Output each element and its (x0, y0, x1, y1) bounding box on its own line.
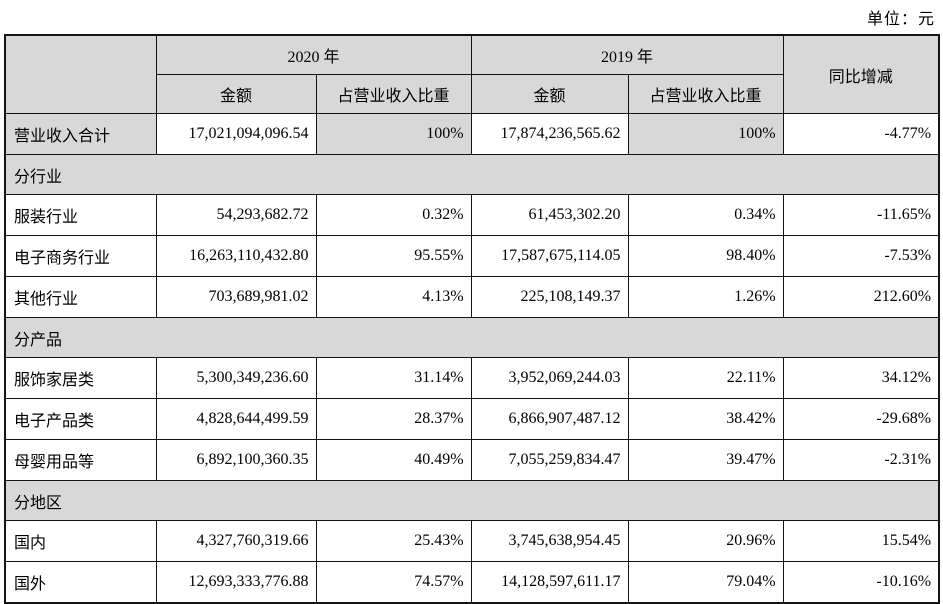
row-total-revenue: 营业收入合计 17,021,094,096.54 100% 17,874,236… (4, 113, 940, 155)
amount-2020-cell: 54,293,682.72 (155, 194, 317, 236)
amount-2019-cell: 3,952,069,244.03 (470, 357, 629, 399)
section-label: 分产品 (4, 317, 940, 358)
proportion-2020-cell: 40.49% (315, 439, 472, 481)
amount-2019-cell: 6,866,907,487.12 (470, 398, 629, 440)
row-electronic-products: 电子产品类 4,828,644,499.59 28.37% 6,866,907,… (4, 398, 940, 440)
col-header-yoy: 同比增减 (782, 34, 940, 114)
label-cell: 国内 (4, 520, 157, 562)
proportion-2019-cell: 38.42% (627, 398, 784, 440)
amount-2019-cell: 7,055,259,834.47 (470, 439, 629, 481)
amount-2019-cell: 17,587,675,114.05 (470, 235, 629, 277)
amount-2020-cell: 5,300,349,236.60 (155, 357, 317, 399)
col-header-proportion-2019: 占营业收入比重 (627, 74, 784, 114)
amount-2019-cell: 17,874,236,565.62 (470, 113, 629, 155)
proportion-2020-cell: 100% (315, 113, 472, 155)
proportion-2019-cell: 79.04% (627, 561, 784, 604)
amount-2019-cell: 3,745,638,954.45 (470, 520, 629, 562)
yoy-cell: -11.65% (782, 194, 940, 236)
label-cell: 电子产品类 (4, 398, 157, 440)
header-row-measures: 金额 占营业收入比重 金额 占营业收入比重 (5, 74, 939, 114)
proportion-2020-cell: 25.43% (315, 520, 472, 562)
row-overseas: 国外 12,693,333,776.88 74.57% 14,128,597,6… (4, 561, 940, 604)
label-cell: 服装行业 (4, 194, 157, 236)
label-cell: 服饰家居类 (4, 357, 157, 399)
amount-2019-cell: 61,453,302.20 (470, 194, 629, 236)
row-mother-baby-products: 母婴用品等 6,892,100,360.35 40.49% 7,055,259,… (4, 439, 940, 481)
amount-2019-cell: 225,108,149.37 (470, 276, 629, 318)
yoy-cell: -10.16% (782, 561, 940, 604)
label-cell: 母婴用品等 (4, 439, 157, 481)
yoy-cell: -4.77% (782, 113, 940, 155)
revenue-breakdown-table: 2020 年 2019 年 同比增减 金额 占营业收入比重 金额 占营业收入比重… (4, 34, 941, 604)
col-header-2020: 2020 年 (155, 34, 472, 75)
row-ecommerce-industry: 电子商务行业 16,263,110,432.80 95.55% 17,587,6… (4, 235, 940, 277)
proportion-2019-cell: 20.96% (627, 520, 784, 562)
section-by-region: 分地区 (4, 480, 940, 521)
amount-2020-cell: 17,021,094,096.54 (155, 113, 317, 155)
proportion-2020-cell: 31.14% (315, 357, 472, 399)
proportion-2019-cell: 100% (627, 113, 784, 155)
proportion-2020-cell: 0.32% (315, 194, 472, 236)
corner-empty-cell (4, 34, 157, 114)
proportion-2019-cell: 22.11% (627, 357, 784, 399)
col-header-amount-2020: 金额 (155, 74, 317, 114)
label-cell: 国外 (4, 561, 157, 604)
section-by-product: 分产品 (4, 317, 940, 358)
proportion-2020-cell: 95.55% (315, 235, 472, 277)
proportion-2020-cell: 28.37% (315, 398, 472, 440)
proportion-2019-cell: 0.34% (627, 194, 784, 236)
col-header-2019: 2019 年 (470, 34, 784, 75)
amount-2020-cell: 6,892,100,360.35 (155, 439, 317, 481)
proportion-2020-cell: 74.57% (315, 561, 472, 604)
header-row-years: 2020 年 2019 年 同比增减 (4, 34, 940, 114)
unit-label: 单位：元 (866, 11, 935, 28)
section-label: 分行业 (4, 154, 940, 195)
yoy-cell: 15.54% (782, 520, 940, 562)
amount-2020-cell: 703,689,981.02 (155, 276, 317, 318)
proportion-2019-cell: 1.26% (627, 276, 784, 318)
label-cell: 电子商务行业 (4, 235, 157, 277)
row-apparel-industry: 服装行业 54,293,682.72 0.32% 61,453,302.20 0… (4, 194, 940, 236)
amount-2020-cell: 4,327,760,319.66 (155, 520, 317, 562)
amount-2019-cell: 14,128,597,611.17 (470, 561, 629, 604)
yoy-cell: -29.68% (782, 398, 940, 440)
proportion-2019-cell: 39.47% (627, 439, 784, 481)
amount-2020-cell: 4,828,644,499.59 (155, 398, 317, 440)
section-label: 分地区 (4, 480, 940, 521)
row-other-industry: 其他行业 703,689,981.02 4.13% 225,108,149.37… (4, 276, 940, 318)
col-header-amount-2019: 金额 (470, 74, 629, 114)
amount-2020-cell: 16,263,110,432.80 (155, 235, 317, 277)
section-by-industry: 分行业 (4, 154, 940, 195)
proportion-2020-cell: 4.13% (315, 276, 472, 318)
yoy-cell: 34.12% (782, 357, 940, 399)
row-apparel-home-products: 服饰家居类 5,300,349,236.60 31.14% 3,952,069,… (4, 357, 940, 399)
yoy-cell: -2.31% (782, 439, 940, 481)
label-cell: 营业收入合计 (4, 113, 157, 155)
label-cell: 其他行业 (4, 276, 157, 318)
yoy-cell: 212.60% (782, 276, 940, 318)
amount-2020-cell: 12,693,333,776.88 (155, 561, 317, 604)
yoy-cell: -7.53% (782, 235, 940, 277)
proportion-2019-cell: 98.40% (627, 235, 784, 277)
row-domestic: 国内 4,327,760,319.66 25.43% 3,745,638,954… (4, 520, 940, 562)
col-header-proportion-2020: 占营业收入比重 (315, 74, 472, 114)
